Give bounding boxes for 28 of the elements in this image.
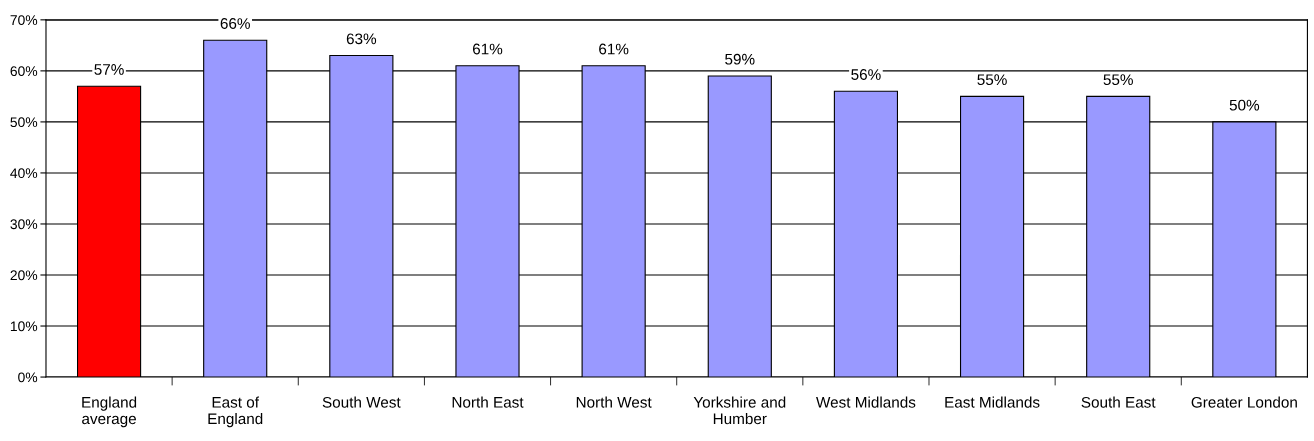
x-tick-label: East of England (208, 396, 263, 428)
y-tick-label: 10% (10, 321, 38, 332)
data-label: 61% (472, 43, 503, 55)
x-tick-label: East Midlands (945, 396, 1040, 408)
data-label: 56% (851, 69, 881, 80)
data-label: 61% (599, 43, 629, 55)
data-label: 55% (977, 74, 1007, 86)
x-tick-label: Greater London (1191, 396, 1297, 408)
y-tick-label: 30% (10, 219, 38, 230)
data-label: 59% (725, 53, 755, 65)
y-tick-label: 0% (18, 372, 38, 383)
data-label: 63% (346, 33, 377, 45)
y-tick-label: 40% (10, 168, 38, 179)
x-tick-label: South West (322, 396, 401, 408)
data-label: 57% (94, 64, 124, 75)
y-tick-label: 50% (10, 117, 38, 128)
y-tick-label: 70% (10, 15, 38, 26)
data-label: 66% (220, 18, 250, 29)
x-tick-label: South East (1081, 396, 1156, 408)
data-label: 55% (1103, 74, 1133, 86)
x-tick-label: North East (452, 396, 524, 408)
data-label: 50% (1229, 99, 1260, 111)
y-tick-label: 20% (10, 270, 38, 281)
x-tick-label: North West (576, 396, 652, 408)
y-tick-label: 60% (10, 66, 38, 77)
x-tick-label: England average (82, 396, 137, 428)
x-tick-label: West Midlands (816, 396, 916, 408)
x-tick-label: Yorkshire and Humber (693, 396, 786, 425)
